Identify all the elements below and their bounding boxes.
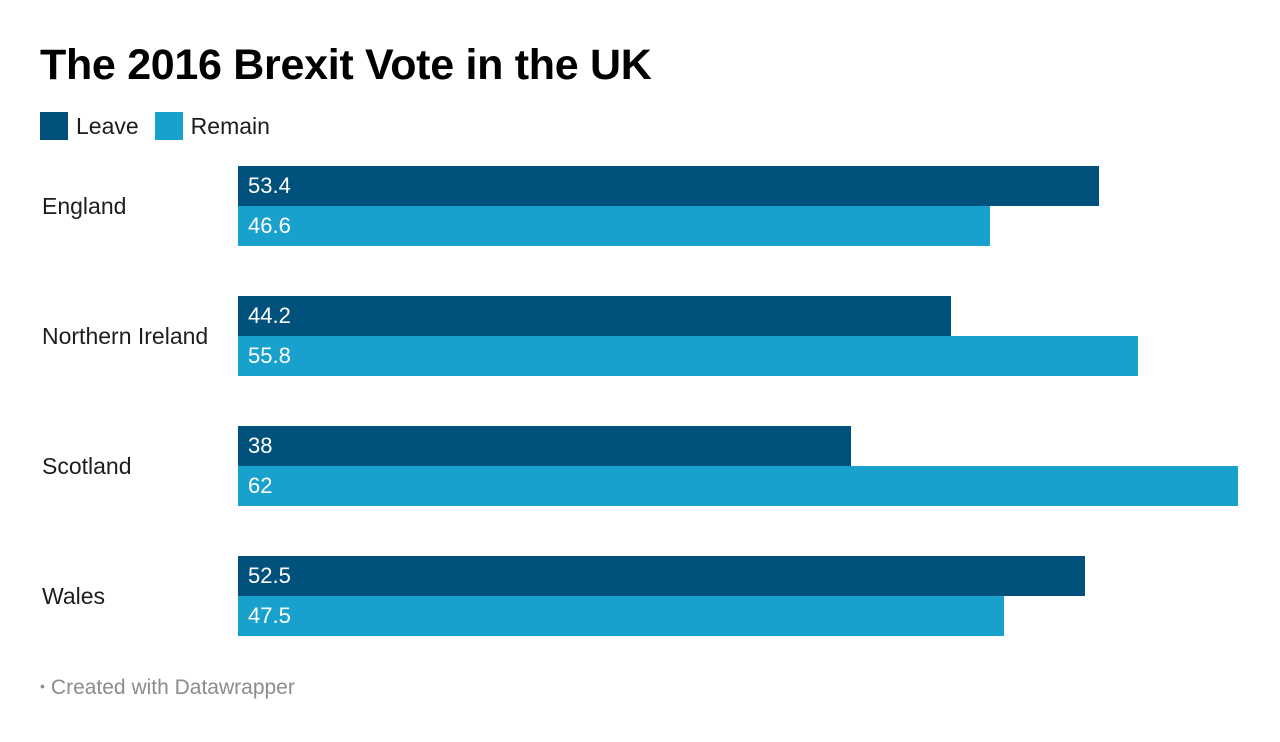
category-label-england: England (42, 192, 127, 219)
footer-text: Created with Datawrapper (50, 676, 295, 699)
legend-label-leave: Leave (76, 113, 139, 139)
chart-title: The 2016 Brexit Vote in the UK (40, 41, 652, 89)
legend-swatch-leave (40, 112, 68, 140)
value-label-northern-ireland-leave: 44.2 (248, 303, 291, 328)
bar-wales-remain: 47.5 (238, 596, 1004, 636)
category-label-wales: Wales (42, 582, 106, 609)
legend-item-leave: Leave (40, 112, 139, 140)
value-label-wales-leave: 52.5 (248, 563, 291, 588)
category-label-scotland: Scotland (42, 452, 132, 479)
legend-swatch-remain (154, 112, 183, 140)
bar-wales-leave: 52.5 (238, 556, 1085, 596)
value-label-scotland-remain: 62 (248, 473, 273, 498)
value-label-northern-ireland-remain: 55.8 (248, 343, 291, 368)
bar-england-leave: 53.4 (238, 166, 1099, 206)
category-label-northern-ireland: Northern Ireland (42, 322, 209, 349)
bar-northern-ireland-remain: 55.8 (238, 336, 1138, 376)
bar-scotland-remain: 62 (238, 466, 1238, 506)
bar-northern-ireland-leave: 44.2 (238, 296, 951, 336)
footer-bullet: • (40, 678, 45, 694)
value-label-wales-remain: 47.5 (248, 603, 291, 628)
legend: Leave Remain (40, 112, 286, 140)
legend-item-remain: Remain (154, 112, 270, 140)
value-label-england-remain: 46.6 (248, 213, 291, 238)
value-label-england-leave: 53.4 (248, 173, 291, 198)
bar-scotland-leave: 38 (238, 426, 851, 466)
legend-label-remain: Remain (190, 113, 270, 139)
value-label-scotland-leave: 38 (248, 433, 273, 458)
bar-england-remain: 46.6 (238, 206, 990, 246)
footer-credit: • Created with Datawrapper (40, 676, 295, 700)
